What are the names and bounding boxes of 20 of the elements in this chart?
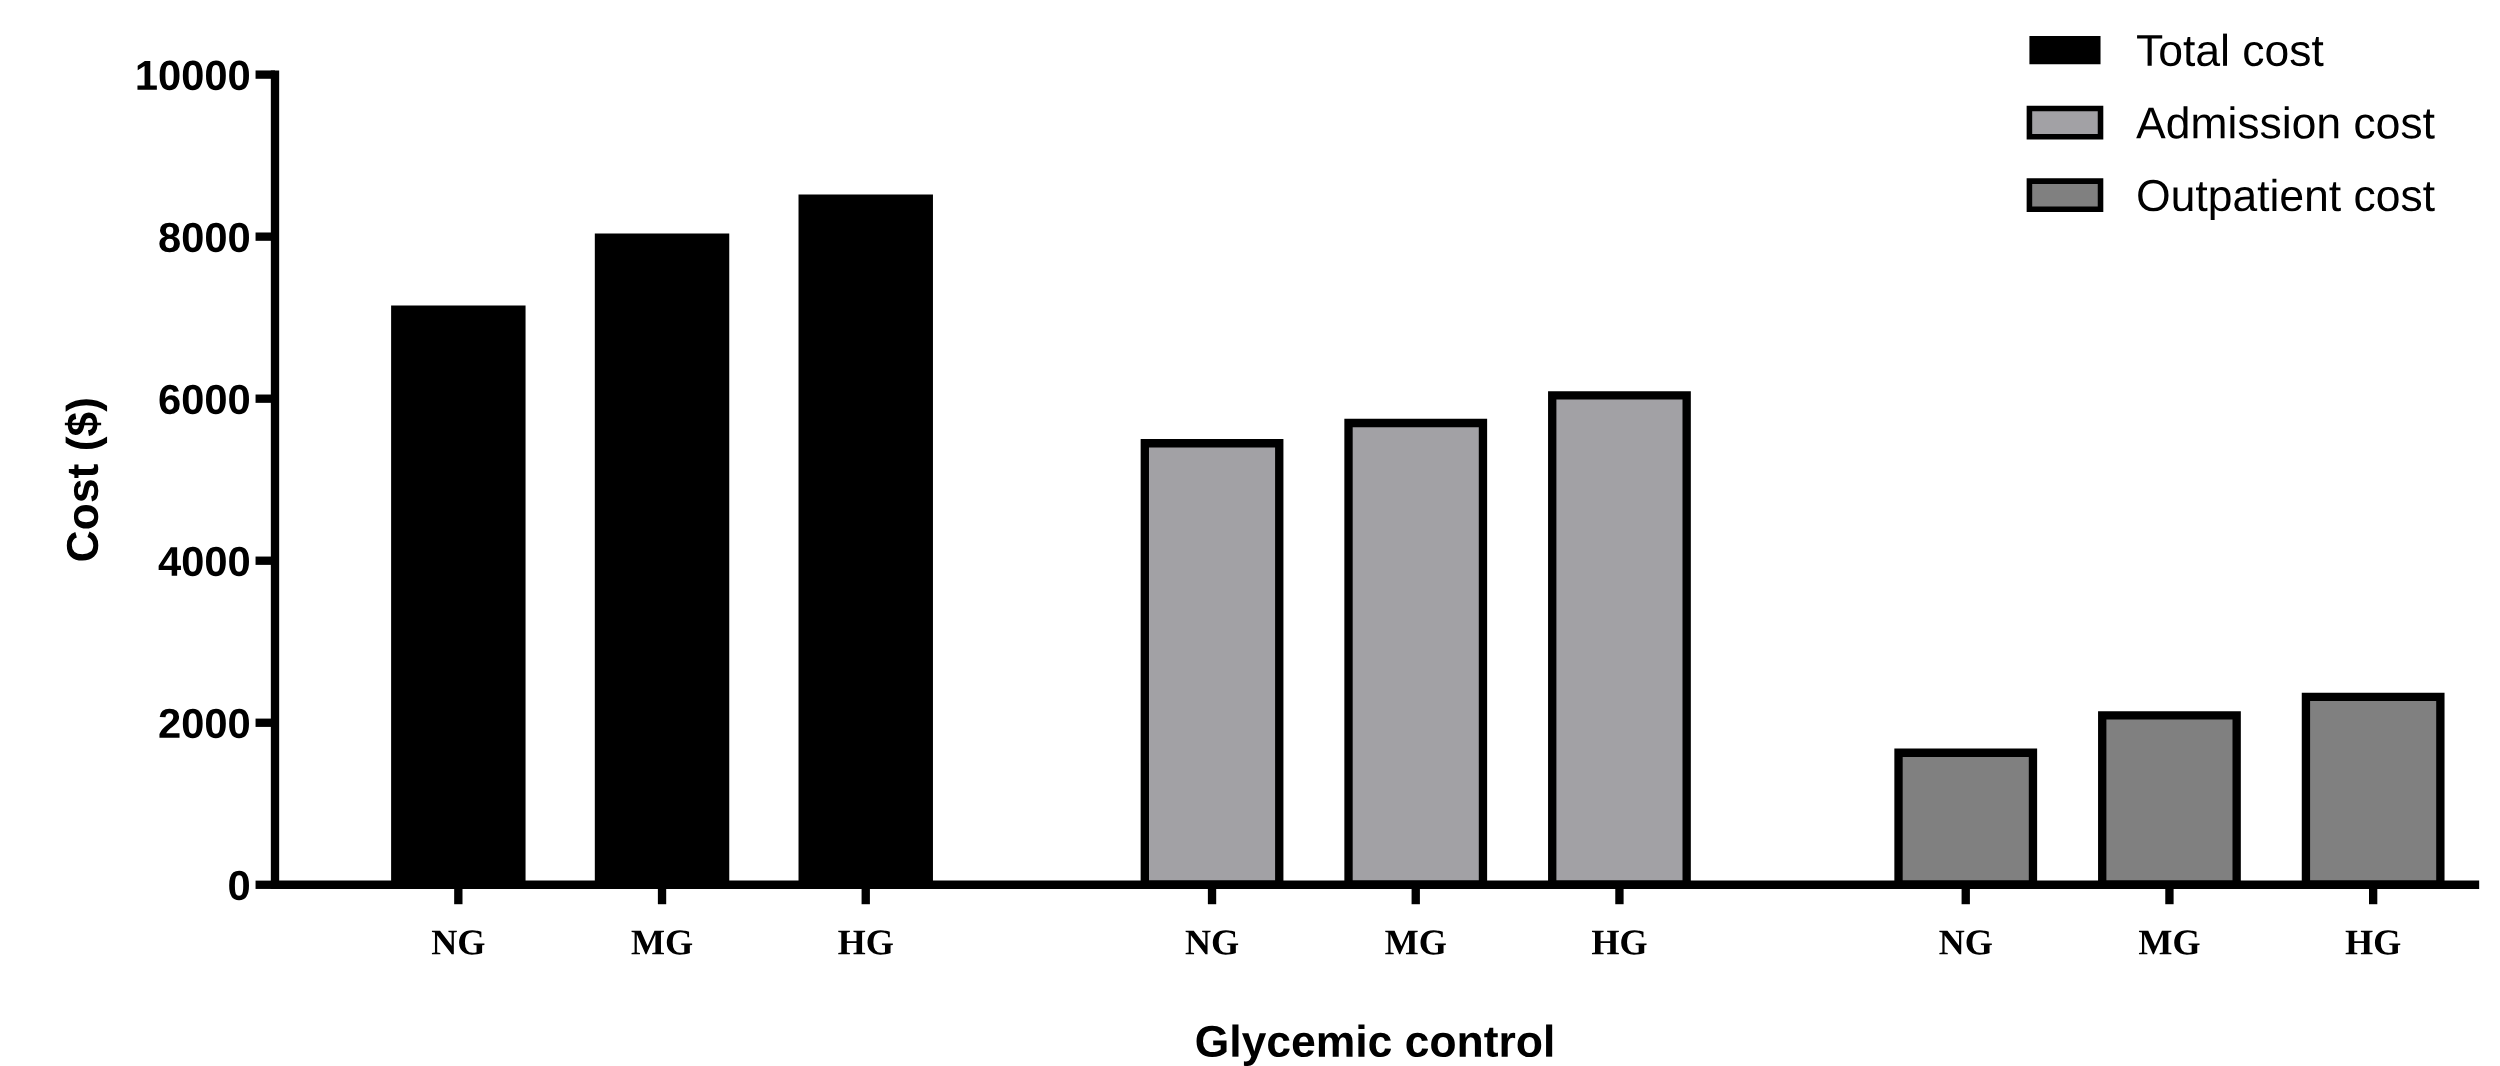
x-tick-label: NG [431, 930, 485, 955]
x-axis-title: Glycemic control [1196, 1024, 1553, 1066]
legend-label: Outpatient cost [2138, 178, 2435, 221]
x-tick-label: HG [2345, 930, 2401, 955]
legend-label: Total cost [2137, 33, 2324, 67]
x-tick-label: HG [1591, 930, 1647, 955]
x-tick-label: MG [2138, 930, 2200, 955]
legend-label: Admission cost [2136, 106, 2435, 139]
y-axis-title: Cost ($) [64, 399, 108, 561]
y-tick-label: 10000 [137, 60, 249, 91]
x-tick-label: NG [1939, 930, 1992, 955]
y-tick-label: 2000 [159, 708, 249, 739]
x-tick-label: MG [1385, 930, 1446, 955]
x-tick-label: MG [631, 930, 693, 955]
y-tick-label: 0 [229, 870, 249, 901]
x-tick-label: NG [1185, 930, 1239, 955]
x-tick-label: HG [838, 930, 893, 955]
y-tick-label: 6000 [159, 384, 249, 415]
y-tick-label: 4000 [158, 546, 249, 577]
y-tick-label: 8000 [159, 222, 249, 253]
